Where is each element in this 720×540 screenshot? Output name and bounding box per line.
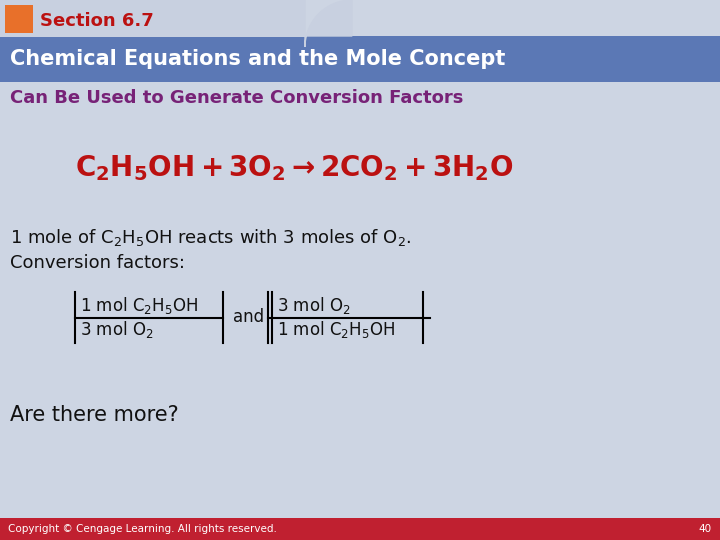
Bar	[0, 0, 305, 37]
Text: Section 6.7: Section 6.7	[40, 12, 154, 30]
Bar	[5, 5, 33, 33]
Text: $\mathbf{C_2H_5OH + 3O_2 \rightarrow 2CO_2 + 3H_2O}$: $\mathbf{C_2H_5OH + 3O_2 \rightarrow 2CO…	[75, 153, 513, 183]
Text: Are there more?: Are there more?	[10, 405, 179, 425]
Text: 3 mol O$_2$: 3 mol O$_2$	[277, 294, 351, 315]
Bar	[0, 36, 720, 82]
Text: Copyright © Cengage Learning. All rights reserved.: Copyright © Cengage Learning. All rights…	[8, 524, 277, 534]
Text: 1 mole of C$_2$H$_5$OH reacts with 3 moles of O$_2$.: 1 mole of C$_2$H$_5$OH reacts with 3 mol…	[10, 226, 412, 247]
Polygon shape	[0, 0, 352, 47]
Text: and: and	[233, 308, 264, 327]
Text: Can Be Used to Generate Conversion Factors: Can Be Used to Generate Conversion Facto…	[10, 89, 464, 107]
Text: 3 mol O$_2$: 3 mol O$_2$	[80, 320, 153, 341]
Text: 1 mol C$_2$H$_5$OH: 1 mol C$_2$H$_5$OH	[277, 320, 395, 341]
Text: 40: 40	[699, 524, 712, 534]
Text: Conversion factors:: Conversion factors:	[10, 254, 185, 272]
Text: 1 mol C$_2$H$_5$OH: 1 mol C$_2$H$_5$OH	[80, 294, 198, 315]
Text: Chemical Equations and the Mole Concept: Chemical Equations and the Mole Concept	[10, 49, 505, 69]
Bar	[0, 518, 720, 540]
